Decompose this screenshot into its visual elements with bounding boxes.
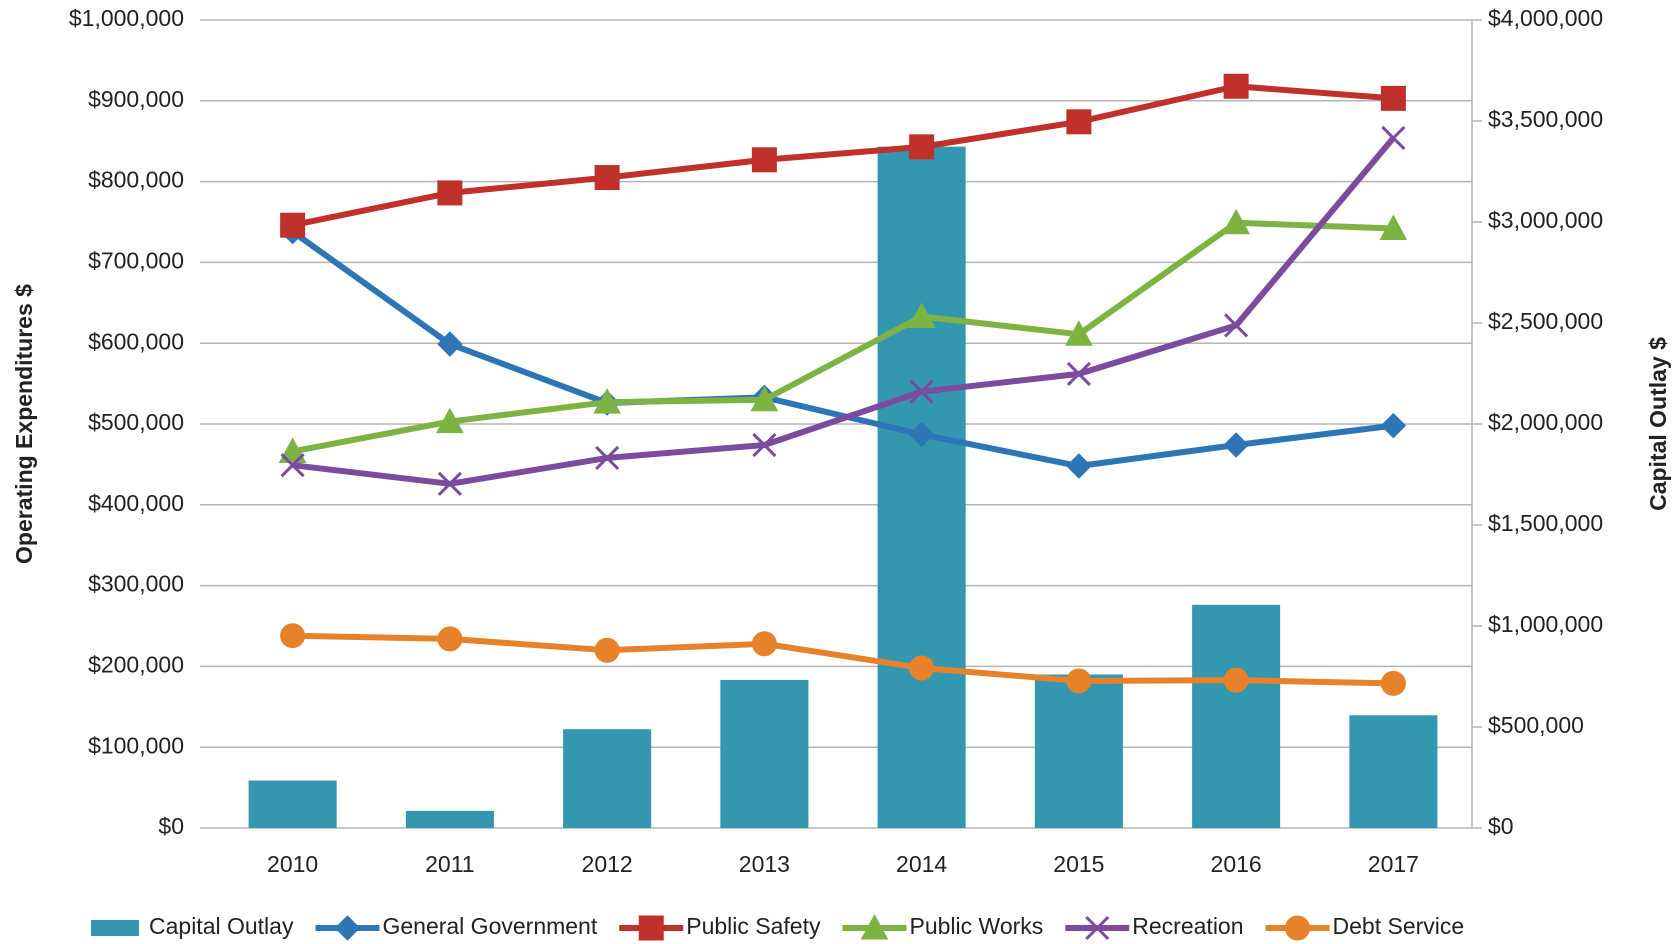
bar [1034, 674, 1123, 828]
marker [1380, 85, 1406, 111]
legend-item: Public Safety [619, 913, 821, 941]
x-tick-label: 2010 [267, 851, 318, 877]
y2-tick-label: $2,000,000 [1488, 409, 1603, 435]
marker [437, 626, 463, 652]
x-tick-label: 2011 [425, 851, 474, 877]
legend-label: General Government [382, 913, 597, 939]
line [292, 219, 1394, 455]
marker [594, 165, 620, 191]
legend-label: Public Works [910, 913, 1044, 939]
marker [1066, 668, 1092, 694]
marker [909, 655, 935, 681]
legend-label: Recreation [1132, 913, 1243, 939]
y-axis-title: Operating Expenditures $ [11, 284, 37, 564]
legend-marker [1285, 915, 1311, 941]
marker [280, 212, 306, 238]
marker [908, 421, 935, 448]
legend-marker [334, 915, 361, 941]
marker [437, 331, 463, 357]
marker [436, 407, 464, 434]
marker [278, 437, 307, 463]
marker [1066, 453, 1092, 479]
marker [1380, 670, 1406, 696]
y-tick-label: $300,000 [88, 571, 184, 597]
marker [1223, 667, 1249, 693]
marker [594, 637, 620, 663]
marker [593, 388, 621, 414]
marker [1224, 313, 1249, 338]
legend-label: Public Safety [686, 913, 821, 939]
x-tick-label: 2015 [1053, 851, 1104, 877]
marker [1381, 125, 1406, 151]
line [292, 83, 1394, 229]
y2-tick-label: $500,000 [1488, 712, 1584, 738]
x-tick-label: 2012 [582, 851, 633, 877]
y2-tick-label: $3,000,000 [1488, 207, 1603, 233]
y-tick-label: $200,000 [88, 651, 184, 677]
bar [1192, 604, 1281, 828]
legend-label: Capital Outlay [149, 913, 294, 939]
bar [563, 729, 652, 828]
marker [750, 385, 779, 412]
y-tick-label: $1,000,000 [69, 5, 184, 31]
y2-axis-title: Capital Outlay $ [1645, 337, 1671, 511]
bar [877, 146, 966, 829]
marker [751, 147, 777, 173]
bar [405, 810, 494, 828]
marker [1223, 73, 1249, 99]
y-tick-label: $100,000 [88, 732, 184, 758]
legend-item: Public Works [842, 913, 1044, 940]
legend-label: Debt Service [1333, 913, 1465, 939]
y-tick-label: $900,000 [88, 86, 184, 112]
marker [1223, 432, 1249, 458]
legend-item: Capital Outlay [91, 913, 294, 939]
marker [595, 445, 620, 470]
legend-item: General Government [315, 913, 598, 941]
marker [437, 471, 462, 496]
y2-tick-label: $1,000,000 [1488, 611, 1603, 637]
marker [907, 302, 936, 329]
y2-tick-label: $3,500,000 [1488, 106, 1603, 132]
marker [1065, 320, 1093, 346]
y2-tick-label: $1,500,000 [1488, 510, 1603, 536]
y-tick-label: $500,000 [88, 409, 184, 435]
marker [437, 180, 463, 206]
y-tick-label: $600,000 [88, 328, 184, 354]
y-tick-label: $800,000 [88, 167, 184, 193]
line [292, 136, 1396, 487]
y-tick-label: $400,000 [88, 490, 184, 516]
bar [1349, 715, 1438, 828]
x-tick-label: 2014 [896, 851, 947, 877]
legend-marker [638, 915, 664, 941]
marker [280, 623, 306, 649]
legend-marker [860, 913, 889, 940]
y-tick-label: $0 [158, 813, 184, 839]
marker [909, 134, 935, 160]
marker [752, 432, 777, 458]
x-tick-label: 2016 [1211, 851, 1262, 877]
bar [248, 780, 337, 828]
marker [1222, 208, 1250, 235]
x-tick-label: 2013 [739, 851, 790, 877]
line [292, 632, 1394, 687]
marker [1066, 109, 1092, 135]
marker [1380, 412, 1407, 439]
legend-marker [1085, 915, 1110, 941]
x-tick-label: 2017 [1368, 851, 1419, 877]
bar [720, 679, 809, 828]
y2-tick-label: $0 [1488, 813, 1514, 839]
marker [909, 379, 934, 404]
y-tick-label: $700,000 [88, 247, 184, 273]
marker [280, 453, 305, 478]
legend-item: Recreation [1065, 913, 1244, 941]
marker [1379, 214, 1408, 240]
marker [1066, 361, 1091, 386]
legend-item: Debt Service [1265, 913, 1465, 941]
y2-tick-label: $4,000,000 [1488, 5, 1603, 31]
y2-tick-label: $2,500,000 [1488, 308, 1603, 334]
legend-swatch [91, 920, 139, 936]
marker [751, 631, 777, 657]
